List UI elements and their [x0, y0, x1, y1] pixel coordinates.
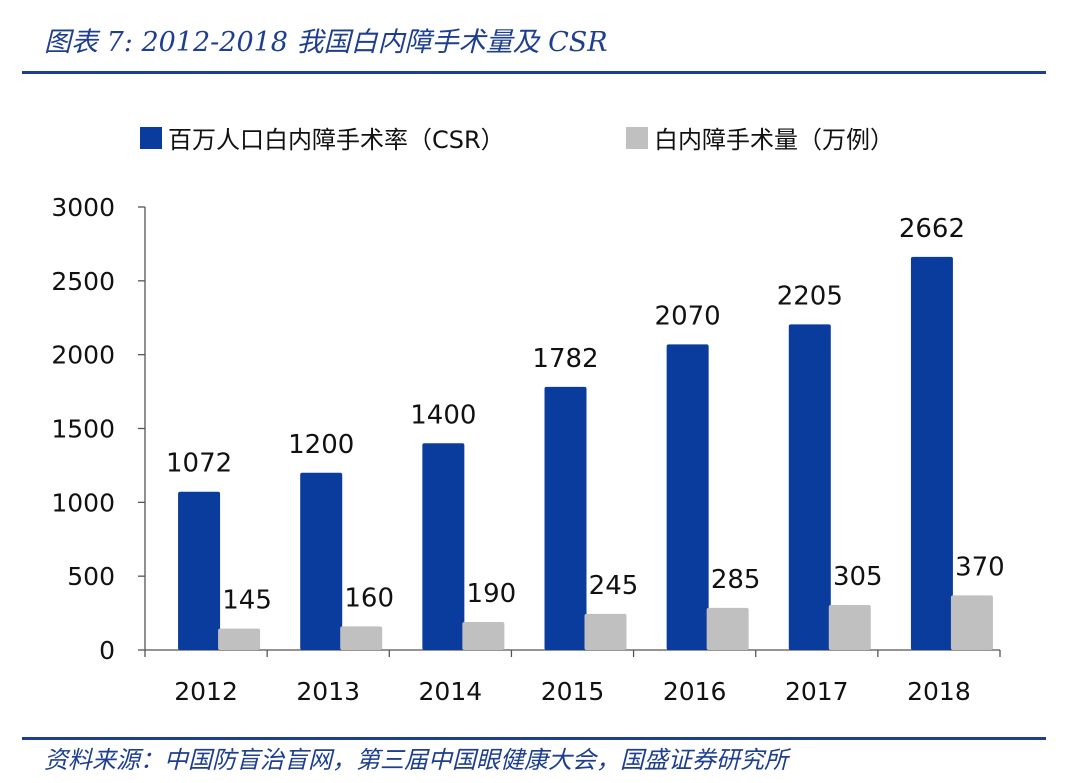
- bar-volume: [706, 607, 749, 650]
- bar-csr: [178, 491, 221, 650]
- bar-volume: [340, 626, 383, 650]
- y-tick-label: 3000: [51, 193, 115, 222]
- x-category-label: 2018: [907, 677, 971, 706]
- data-label-volume: 145: [222, 586, 272, 616]
- data-label-csr: 2205: [777, 281, 843, 311]
- x-category-label: 2012: [174, 677, 238, 706]
- data-label-volume: 160: [344, 583, 394, 613]
- data-label-csr: 2662: [899, 214, 965, 244]
- bar-csr: [422, 443, 465, 650]
- x-category-label: 2017: [785, 677, 849, 706]
- bar-volume: [828, 604, 871, 650]
- data-label-volume: 285: [711, 565, 761, 595]
- bar-csr: [300, 472, 343, 650]
- data-label-csr: 2070: [655, 301, 721, 331]
- legend-swatch-volume: [626, 127, 648, 149]
- x-category-label: 2016: [663, 677, 727, 706]
- data-label-volume: 190: [467, 579, 517, 609]
- bar-csr: [544, 386, 587, 650]
- y-tick-label: 1000: [51, 488, 115, 517]
- bar-volume: [462, 621, 505, 650]
- y-tick-label: 500: [67, 562, 115, 591]
- data-label-volume: 305: [833, 562, 883, 592]
- data-label-csr: 1782: [532, 344, 598, 374]
- plot-area: 0 500 1000 1500 2000 2500 3000 1072 145 2012 1200 1…: [51, 193, 1004, 706]
- y-tick-label: 0: [99, 636, 115, 665]
- bar-volume: [584, 613, 627, 650]
- data-label-csr: 1400: [410, 400, 476, 430]
- data-label-volume: 370: [955, 552, 1005, 582]
- chart-legend: 百万人口白内障手术率（CSR） 白内障手术量（万例）: [140, 126, 894, 154]
- data-label-csr: 1200: [288, 430, 354, 460]
- x-category-label: 2015: [541, 677, 605, 706]
- legend-label-csr: 百万人口白内障手术率（CSR）: [168, 126, 505, 154]
- data-label-csr: 1072: [166, 449, 232, 479]
- bar-csr: [788, 324, 831, 650]
- legend-swatch-csr: [140, 127, 162, 149]
- legend-label-volume: 白内障手术量（万例）: [654, 126, 894, 154]
- source-note: 资料来源：中国防盲治盲网，第三届中国眼健康大会，国盛证券研究所: [44, 746, 788, 774]
- source-rule: [22, 737, 1046, 740]
- x-category-label: 2013: [296, 677, 360, 706]
- title-rule: [22, 71, 1046, 74]
- x-category-label: 2014: [419, 677, 483, 706]
- y-tick-label: 1500: [51, 415, 115, 444]
- bar-volume: [218, 628, 261, 650]
- bar-csr: [910, 256, 953, 650]
- figure-title: 图表 7: 2012-2018 我国白内障手术量及 CSR: [44, 27, 608, 58]
- y-tick-label: 2000: [51, 341, 115, 370]
- data-label-volume: 245: [589, 571, 639, 601]
- y-tick-label: 2500: [51, 267, 115, 296]
- bar-csr: [666, 344, 709, 650]
- bar-volume: [950, 595, 993, 650]
